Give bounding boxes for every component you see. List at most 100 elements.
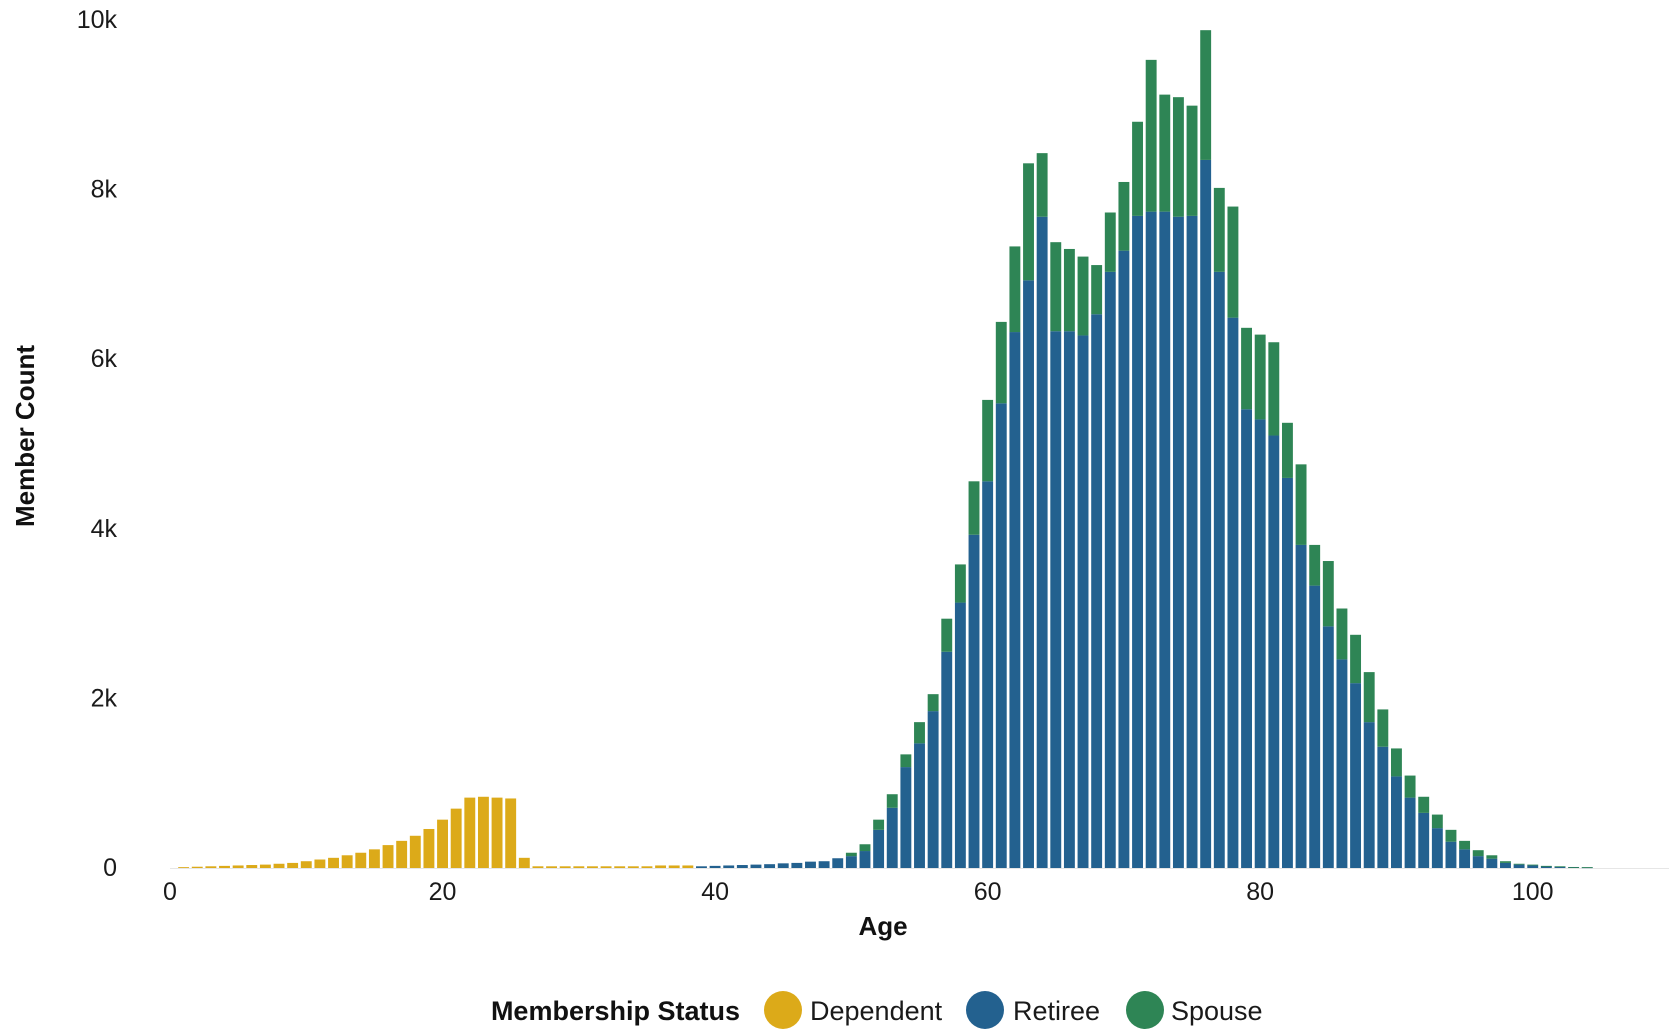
bar-spouse-age-84 <box>1309 544 1321 586</box>
bar-dependent-age-2 <box>191 866 203 868</box>
bar-dependent-age-20 <box>437 819 448 868</box>
bar-dependent-age-12 <box>328 857 339 868</box>
bar-dependent-age-28 <box>546 866 558 868</box>
x-axis-ticks: 0 20 40 60 80 100 <box>163 878 1554 906</box>
bar-spouse-age-74 <box>1172 97 1184 217</box>
bar-retiree-age-78 <box>1227 317 1239 868</box>
bar-retiree-age-69 <box>1104 271 1116 868</box>
bar-spouse-age-83 <box>1295 464 1307 545</box>
bar-spouse-age-58 <box>954 564 966 603</box>
bar-spouse-age-101 <box>1540 865 1552 867</box>
bar-retiree-age-84 <box>1309 585 1321 868</box>
bar-spouse-age-65 <box>1050 242 1062 332</box>
bar-spouse-age-102 <box>1554 866 1566 868</box>
bar-spouse-age-61 <box>995 321 1007 404</box>
bar-retiree-age-50 <box>845 856 857 868</box>
bar-spouse-age-68 <box>1091 265 1103 315</box>
bar-dependent-age-23 <box>477 796 489 868</box>
bar-retiree-age-40 <box>709 865 721 868</box>
bar-spouse-age-66 <box>1063 248 1075 332</box>
bar-spouse-age-73 <box>1159 94 1171 212</box>
bar-dependent-age-25 <box>505 798 517 868</box>
bars-layer <box>170 30 1669 869</box>
bar-retiree-age-57 <box>941 651 953 868</box>
bar-spouse-age-97 <box>1486 855 1498 859</box>
bar-dependent-age-38 <box>682 865 694 868</box>
legend: Membership Status Dependent Retiree Spou… <box>491 991 1263 1029</box>
bar-dependent-age-17 <box>396 840 408 868</box>
bar-retiree-age-100 <box>1527 865 1539 868</box>
bar-dependent-age-27 <box>532 866 544 868</box>
bar-retiree-age-87 <box>1350 683 1362 868</box>
bar-dependent-age-34 <box>627 866 639 868</box>
y-tick-label: 8k <box>91 176 118 204</box>
bar-retiree-age-48 <box>818 861 830 868</box>
bar-spouse-age-63 <box>1023 163 1034 281</box>
bar-spouse-age-60 <box>982 399 994 482</box>
y-tick-label: 10k <box>77 6 118 34</box>
bar-retiree-age-60 <box>982 481 994 868</box>
bar-spouse-age-99 <box>1513 863 1525 865</box>
bar-retiree-age-101 <box>1540 866 1552 868</box>
bar-spouse-age-104 <box>1581 867 1593 868</box>
bar-retiree-age-68 <box>1091 314 1103 868</box>
bar-retiree-age-51 <box>859 851 871 868</box>
x-axis-title: Age <box>858 911 907 941</box>
bar-spouse-age-96 <box>1472 850 1484 857</box>
bar-spouse-age-89 <box>1377 709 1389 747</box>
bar-spouse-age-59 <box>968 481 980 535</box>
bar-retiree-age-55 <box>914 743 925 868</box>
bar-spouse-age-85 <box>1322 561 1334 627</box>
bar-spouse-age-78 <box>1227 206 1239 318</box>
y-tick-label: 0 <box>103 854 117 882</box>
bar-spouse-age-71 <box>1132 121 1143 216</box>
x-tick-label: 40 <box>701 878 729 906</box>
bar-dependent-age-21 <box>450 808 462 868</box>
bar-spouse-age-92 <box>1418 796 1430 813</box>
bar-spouse-age-103 <box>1568 866 1580 868</box>
bar-dependent-age-16 <box>382 845 394 868</box>
bar-spouse-age-77 <box>1213 187 1225 272</box>
bar-spouse-age-70 <box>1118 181 1130 251</box>
bar-dependent-age-24 <box>491 797 503 868</box>
bar-retiree-age-66 <box>1063 331 1075 869</box>
bar-spouse-age-64 <box>1036 153 1048 217</box>
y-tick-label: 2k <box>91 684 118 712</box>
bar-dependent-age-29 <box>559 866 571 868</box>
bar-retiree-age-41 <box>723 865 735 868</box>
bar-retiree-age-81 <box>1268 435 1280 868</box>
x-tick-label: 80 <box>1246 878 1274 906</box>
legend-swatch-dependent <box>764 991 802 1029</box>
bar-spouse-age-81 <box>1268 342 1280 436</box>
bar-spouse-age-56 <box>927 694 939 712</box>
bar-retiree-age-43 <box>750 864 762 868</box>
bar-spouse-age-54 <box>900 754 912 768</box>
bar-retiree-age-99 <box>1513 864 1525 868</box>
bar-retiree-age-61 <box>995 403 1007 868</box>
bar-retiree-age-49 <box>832 858 844 868</box>
bar-dependent-age-9 <box>287 862 299 868</box>
legend-label-retiree: Retiree <box>1013 996 1100 1026</box>
bar-dependent-age-14 <box>355 852 367 868</box>
bar-spouse-age-76 <box>1200 30 1212 160</box>
legend-label-dependent: Dependent <box>810 996 943 1026</box>
bar-dependent-age-5 <box>232 865 244 868</box>
bar-retiree-age-74 <box>1172 216 1184 869</box>
x-tick-label: 20 <box>429 878 457 906</box>
y-axis-ticks: 0 2k 4k 6k 8k 10k <box>77 6 118 882</box>
bar-dependent-age-10 <box>300 861 312 868</box>
bar-retiree-age-67 <box>1077 335 1089 869</box>
bar-spouse-age-93 <box>1431 814 1443 829</box>
bar-dependent-age-3 <box>205 866 217 868</box>
bar-dependent-age-22 <box>464 797 476 868</box>
bar-retiree-age-62 <box>1009 332 1021 868</box>
bar-spouse-age-94 <box>1445 829 1457 842</box>
y-axis-title: Member Count <box>10 345 40 527</box>
bar-spouse-age-72 <box>1145 59 1157 212</box>
bar-spouse-age-57 <box>941 618 953 652</box>
bar-retiree-age-46 <box>791 862 803 868</box>
legend-swatch-spouse <box>1126 991 1164 1029</box>
bar-retiree-age-77 <box>1213 271 1225 868</box>
bar-spouse-age-69 <box>1104 212 1116 272</box>
